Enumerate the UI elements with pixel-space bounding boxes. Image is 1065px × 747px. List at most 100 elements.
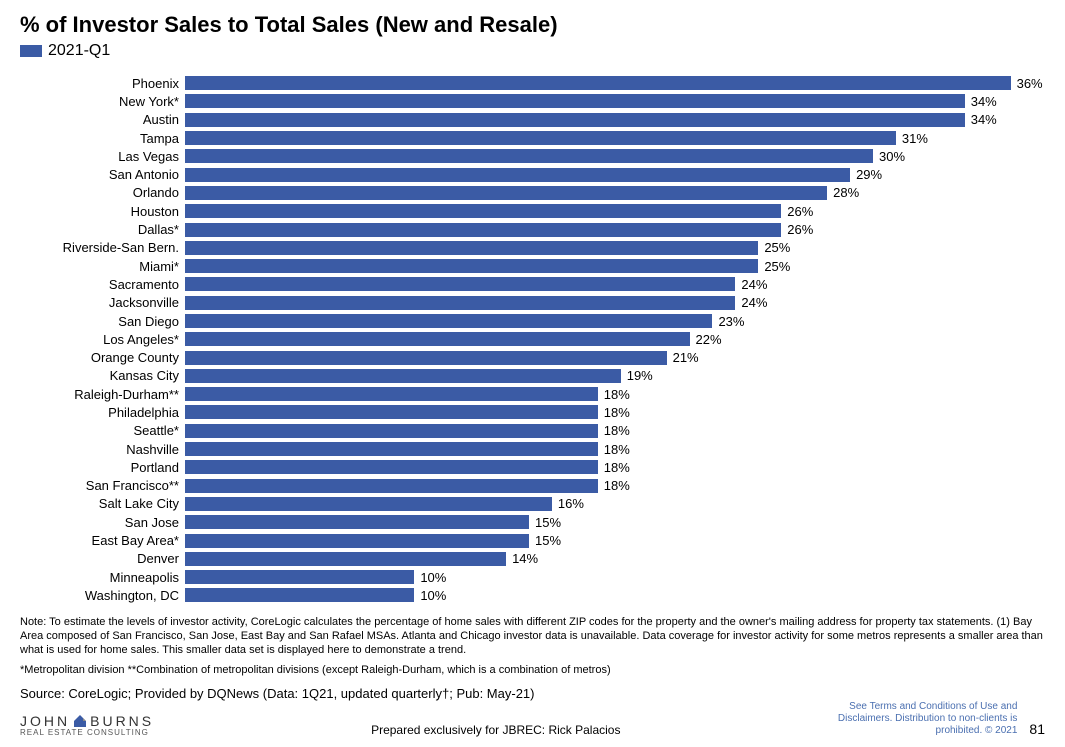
logo-text-burns: BURNS <box>90 714 154 728</box>
row-value: 24% <box>741 295 767 310</box>
chart-note: Note: To estimate the levels of investor… <box>20 615 1045 658</box>
bar <box>185 570 414 584</box>
chart-row: Nashville18% <box>20 440 1045 458</box>
bar-track: 31% <box>185 131 1045 145</box>
bar <box>185 552 506 566</box>
chart-row: Los Angeles*22% <box>20 330 1045 348</box>
row-label: Portland <box>20 460 185 475</box>
row-label: Los Angeles* <box>20 332 185 347</box>
row-label: San Jose <box>20 515 185 530</box>
legend: 2021-Q1 <box>20 42 1045 60</box>
chart-row: East Bay Area*15% <box>20 531 1045 549</box>
bar <box>185 497 552 511</box>
chart-row: San Jose 15% <box>20 513 1045 531</box>
row-value: 30% <box>879 149 905 164</box>
bar <box>185 113 965 127</box>
row-label: Denver <box>20 551 185 566</box>
chart-row: Sacramento 24% <box>20 275 1045 293</box>
bar-track: 16% <box>185 497 1045 511</box>
row-label: San Diego <box>20 314 185 329</box>
row-value: 23% <box>718 314 744 329</box>
bar-track: 18% <box>185 442 1045 456</box>
row-value: 18% <box>604 405 630 420</box>
row-value: 24% <box>741 277 767 292</box>
chart-row: New York* 34% <box>20 92 1045 110</box>
source-line: Source: CoreLogic; Provided by DQNews (D… <box>20 686 1045 701</box>
bar-track: 18% <box>185 424 1045 438</box>
row-label: Miami* <box>20 259 185 274</box>
row-value: 28% <box>833 185 859 200</box>
legend-swatch <box>20 45 42 57</box>
bar <box>185 94 965 108</box>
bar-track: 18% <box>185 387 1045 401</box>
bar <box>185 314 712 328</box>
bar-track: 24% <box>185 277 1045 291</box>
bar-track: 22% <box>185 332 1045 346</box>
bar-track: 18% <box>185 479 1045 493</box>
footer: JOHN BURNS REAL ESTATE CONSULTING Prepar… <box>20 701 1045 737</box>
bar <box>185 131 896 145</box>
logo-subtitle: REAL ESTATE CONSULTING <box>20 729 154 737</box>
row-label: New York* <box>20 94 185 109</box>
prepared-for: Prepared exclusively for JBREC: Rick Pal… <box>154 723 837 737</box>
row-label: Raleigh-Durham** <box>20 387 185 402</box>
row-value: 18% <box>604 387 630 402</box>
legend-label: 2021-Q1 <box>48 42 110 60</box>
chart-row: San Francisco**18% <box>20 477 1045 495</box>
house-icon <box>72 713 88 729</box>
row-value: 15% <box>535 533 561 548</box>
row-label: Sacramento <box>20 277 185 292</box>
row-value: 18% <box>604 423 630 438</box>
row-label: Orange County <box>20 350 185 365</box>
bar-track: 10% <box>185 570 1045 584</box>
asterisk-note: *Metropolitan division **Combination of … <box>20 664 1045 676</box>
chart-row: Portland18% <box>20 458 1045 476</box>
logo: JOHN BURNS REAL ESTATE CONSULTING <box>20 713 154 737</box>
row-label: Las Vegas <box>20 149 185 164</box>
bar-track: 36% <box>185 76 1045 90</box>
bar <box>185 332 690 346</box>
chart-row: Seattle* 18% <box>20 422 1045 440</box>
bar-track: 25% <box>185 241 1045 255</box>
chart-row: Riverside-San Bern. 25% <box>20 239 1045 257</box>
row-value: 15% <box>535 515 561 530</box>
row-value: 26% <box>787 222 813 237</box>
bar <box>185 479 598 493</box>
bar <box>185 424 598 438</box>
bar-track: 26% <box>185 204 1045 218</box>
chart-row: Dallas*26% <box>20 220 1045 238</box>
row-value: 34% <box>971 94 997 109</box>
bar-track: 10% <box>185 588 1045 602</box>
chart-row: Las Vegas 30% <box>20 147 1045 165</box>
terms-text: See Terms and Conditions of Use and Disc… <box>837 701 1017 737</box>
chart-row: Tampa31% <box>20 129 1045 147</box>
bar <box>185 241 758 255</box>
chart-row: Minneapolis10% <box>20 568 1045 586</box>
row-value: 19% <box>627 368 653 383</box>
bar-track: 15% <box>185 534 1045 548</box>
bar-track: 15% <box>185 515 1045 529</box>
row-value: 34% <box>971 112 997 127</box>
bar <box>185 515 529 529</box>
bar <box>185 186 827 200</box>
bar-track: 24% <box>185 296 1045 310</box>
bar <box>185 76 1011 90</box>
row-label: Seattle* <box>20 423 185 438</box>
bar-track: 18% <box>185 460 1045 474</box>
bar <box>185 588 414 602</box>
bar-track: 25% <box>185 259 1045 273</box>
bar <box>185 204 781 218</box>
row-value: 21% <box>673 350 699 365</box>
chart-row: Austin 34% <box>20 111 1045 129</box>
bar <box>185 149 873 163</box>
chart-row: Philadelphia18% <box>20 403 1045 421</box>
row-label: Riverside-San Bern. <box>20 240 185 255</box>
chart-row: Raleigh-Durham** 18% <box>20 385 1045 403</box>
row-label: Phoenix <box>20 76 185 91</box>
chart-row: Phoenix36% <box>20 74 1045 92</box>
row-label: Austin <box>20 112 185 127</box>
page-number: 81 <box>1029 721 1045 737</box>
row-label: San Antonio <box>20 167 185 182</box>
row-value: 25% <box>764 240 790 255</box>
row-value: 10% <box>420 570 446 585</box>
